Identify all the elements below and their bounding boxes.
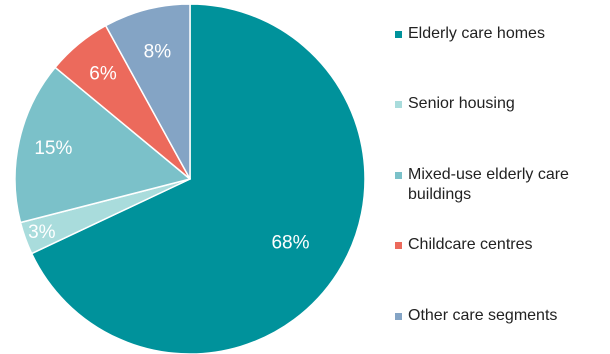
data-label-senior-housing: 3% [28, 222, 56, 243]
legend-item-senior-housing: Senior housing [395, 94, 515, 114]
data-label-elderly-care-homes: 68% [271, 232, 309, 253]
legend-item-other-care-segments: Other care segments [395, 306, 557, 326]
legend-label: Senior housing [408, 95, 515, 112]
legend-item-childcare-centres: Childcare centres [395, 235, 533, 255]
legend-item-elderly-care-homes: Elderly care homes [395, 24, 545, 44]
data-label-other-care-segments: 8% [144, 41, 172, 62]
legend: Elderly care homes Senior housing Mixed-… [395, 0, 607, 354]
legend-swatch-childcare-centres [395, 242, 402, 249]
data-label-childcare-centres: 6% [89, 63, 117, 84]
legend-label: Elderly care homes [408, 25, 545, 42]
legend-label: Other care segments [408, 307, 558, 324]
legend-label: Mixed-use elderly care buildings [408, 166, 569, 203]
legend-swatch-other-care-segments [395, 313, 402, 320]
legend-label: Childcare centres [408, 236, 533, 253]
pie-slice-mixed-use [14, 66, 191, 224]
pie-slice-other-care-segments [104, 3, 191, 180]
pie-slice-elderly-care-homes [30, 3, 366, 354]
pie-chart: 68% 3% 15% 6% 8% [14, 3, 366, 354]
legend-swatch-senior-housing [395, 101, 402, 108]
legend-swatch-elderly-care-homes [395, 31, 402, 38]
legend-item-mixed-use: Mixed-use elderly care buildings [395, 165, 607, 205]
data-label-mixed-use: 15% [34, 138, 72, 159]
legend-swatch-mixed-use [395, 172, 402, 179]
